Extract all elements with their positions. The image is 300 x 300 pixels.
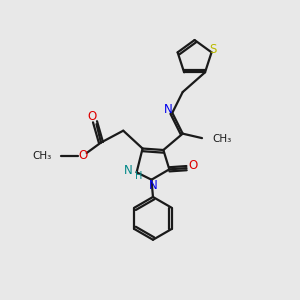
Text: H: H	[135, 171, 143, 181]
Text: O: O	[87, 110, 97, 123]
Text: N: N	[164, 103, 173, 116]
Text: CH₃: CH₃	[33, 151, 52, 161]
Text: S: S	[209, 44, 217, 56]
Text: O: O	[188, 159, 197, 172]
Text: N: N	[124, 164, 133, 177]
Text: O: O	[78, 148, 87, 162]
Text: CH₃: CH₃	[212, 134, 232, 144]
Text: N: N	[149, 178, 158, 192]
